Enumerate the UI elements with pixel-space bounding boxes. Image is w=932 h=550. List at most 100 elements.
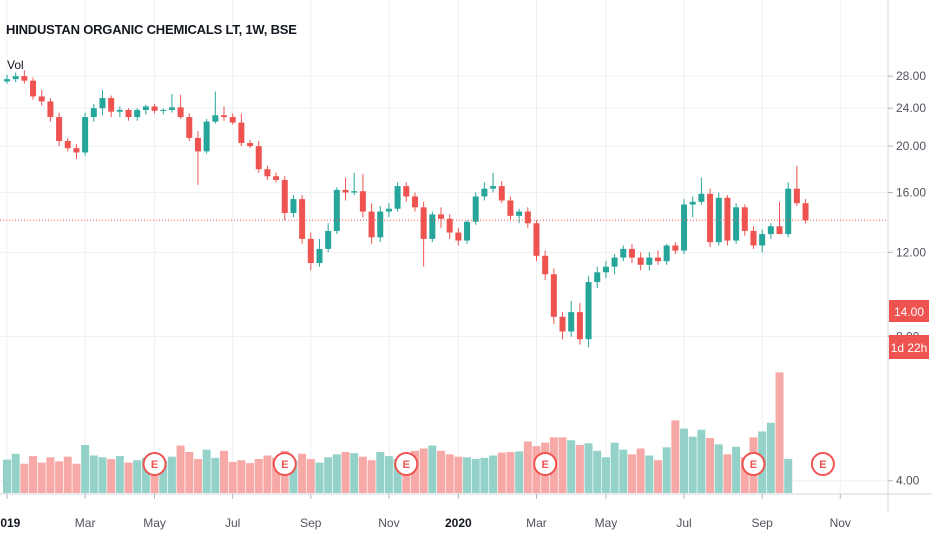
earnings-marker[interactable]: E: [533, 452, 558, 476]
earnings-marker-label: E: [541, 459, 548, 471]
time-tick-label: 2020: [445, 516, 472, 530]
volume-bar: [619, 449, 628, 493]
volume-bar: [254, 459, 263, 493]
volume-bar: [3, 459, 11, 493]
candle-body: [73, 148, 80, 153]
volume-bar: [567, 440, 576, 493]
volume-bar: [315, 462, 324, 493]
candle-body: [802, 203, 809, 221]
price-tick-label: 24.00: [896, 101, 926, 115]
volume-bar: [671, 420, 680, 493]
time-tick-label: Sep: [751, 516, 773, 530]
candle-body: [446, 218, 453, 233]
volume-bar: [367, 460, 376, 493]
candle-body: [160, 109, 167, 111]
time-tick-label: Nov: [378, 516, 399, 530]
volume-bar: [37, 462, 46, 493]
volume-bar: [289, 460, 298, 493]
candle-body: [359, 191, 366, 212]
volume-bar: [662, 447, 671, 493]
volume-bar: [584, 443, 593, 493]
volume-bar: [680, 428, 689, 493]
price-tick-label: 16.00: [896, 186, 926, 200]
candle-body: [21, 76, 28, 81]
volume-bar: [706, 437, 715, 493]
volume-bar: [46, 457, 55, 493]
candle-body: [299, 199, 306, 239]
price-tick-label: 12.00: [896, 245, 926, 259]
candle-body: [628, 248, 635, 258]
volume-bar: [107, 459, 116, 493]
candle-body: [186, 117, 193, 138]
earnings-marker[interactable]: E: [394, 452, 419, 476]
candle-body: [767, 226, 774, 235]
volume-bar: [55, 461, 64, 493]
volume-bar: [141, 457, 150, 493]
candle-body: [403, 186, 410, 197]
candle-body: [776, 226, 783, 235]
volume-bar: [697, 429, 706, 493]
volume-bar: [497, 452, 506, 493]
earnings-marker-label: E: [403, 459, 410, 471]
volume-bar: [358, 456, 367, 493]
earnings-marker[interactable]: E: [142, 452, 167, 476]
candle-body: [4, 79, 10, 82]
candle-body: [116, 109, 123, 112]
volume-bar: [246, 463, 255, 493]
volume-bar: [419, 448, 428, 493]
candle-body: [516, 211, 523, 216]
earnings-marker[interactable]: E: [272, 452, 297, 476]
price-tick-label: 20.00: [896, 139, 926, 153]
candle-body: [498, 186, 505, 201]
earnings-marker-label: E: [151, 459, 158, 471]
candle-body: [542, 255, 549, 275]
candle-body: [99, 98, 106, 109]
volume-bar: [714, 444, 723, 493]
candle-body: [576, 312, 583, 340]
volume-bar: [784, 459, 793, 493]
volume-bar: [306, 459, 315, 493]
candle-body: [750, 230, 757, 246]
earnings-marker-circle: [810, 452, 835, 476]
time-tick-label: Jul: [225, 516, 240, 530]
candle-body: [438, 214, 444, 219]
candle-body: [281, 179, 288, 213]
candle-body: [411, 196, 418, 208]
volume-bar: [332, 454, 341, 493]
time-tick-label: Jul: [676, 516, 691, 530]
volume-bar: [463, 457, 472, 493]
volume-bar: [688, 436, 697, 493]
volume-bar: [350, 453, 359, 493]
candle-body: [221, 115, 227, 118]
volume-bar: [237, 460, 246, 493]
earnings-marker-label: E: [819, 459, 826, 471]
volume-bar: [115, 456, 124, 493]
volume-bar: [523, 441, 532, 493]
candle-body: [255, 146, 262, 170]
volume-bar: [193, 459, 202, 493]
volume-bar: [645, 455, 654, 493]
volume-bar: [575, 444, 584, 493]
volume-bar: [558, 437, 567, 493]
volume-bar: [159, 460, 168, 493]
volume-bar: [263, 455, 272, 493]
earnings-marker[interactable]: E: [810, 452, 835, 476]
volume-bar: [376, 452, 385, 493]
time-scale[interactable]: 2019 Mar May Jul Sep Nov 2020 Mar May Jul Sep Nov: [0, 494, 851, 530]
candle-body: [793, 188, 800, 204]
volume-legend-label[interactable]: Vol: [7, 58, 24, 72]
volume-bar: [402, 460, 411, 493]
candle-body: [611, 257, 618, 267]
volume-bar: [601, 457, 610, 493]
volume-bar: [98, 457, 107, 493]
volume-bar: [766, 422, 775, 493]
time-tick-label: Sep: [300, 516, 322, 530]
volume-bar: [324, 457, 333, 493]
candle-body: [733, 207, 740, 241]
earnings-marker[interactable]: E: [741, 452, 766, 476]
candle-body: [290, 199, 297, 213]
candle-body: [142, 106, 149, 110]
